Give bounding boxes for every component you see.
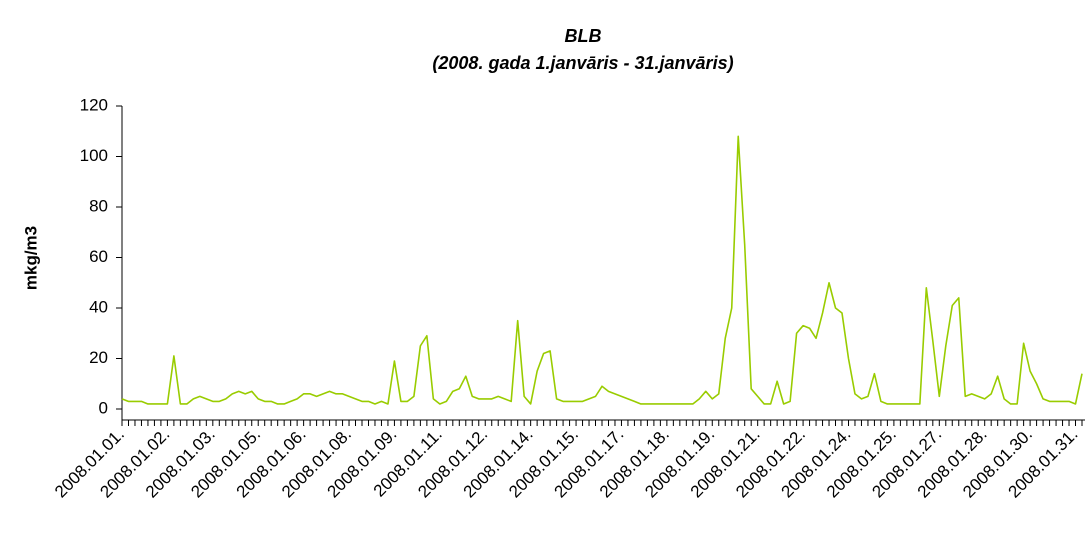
y-tick-label: 0 xyxy=(99,398,108,417)
y-axis-label: mkg/m3 xyxy=(21,226,40,290)
chart-title: BLB xyxy=(565,26,602,46)
y-tick-label: 80 xyxy=(89,196,108,215)
y-tick-label: 120 xyxy=(80,95,108,114)
data-line xyxy=(121,135,1083,405)
y-tick-label: 40 xyxy=(89,297,108,316)
y-tick-label: 100 xyxy=(80,146,108,165)
chart-subtitle: (2008. gada 1.janvāris - 31.janvāris) xyxy=(432,53,733,73)
y-tick-label: 60 xyxy=(89,247,108,266)
y-tick-label: 20 xyxy=(89,348,108,367)
